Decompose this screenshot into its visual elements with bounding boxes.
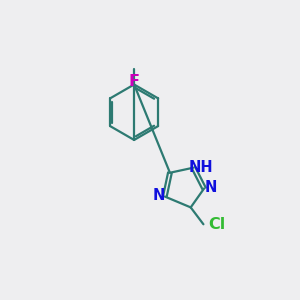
Text: F: F xyxy=(129,74,140,89)
Text: N: N xyxy=(152,188,165,203)
Text: NH: NH xyxy=(189,160,213,175)
Text: Cl: Cl xyxy=(208,218,226,232)
Text: N: N xyxy=(204,181,217,196)
